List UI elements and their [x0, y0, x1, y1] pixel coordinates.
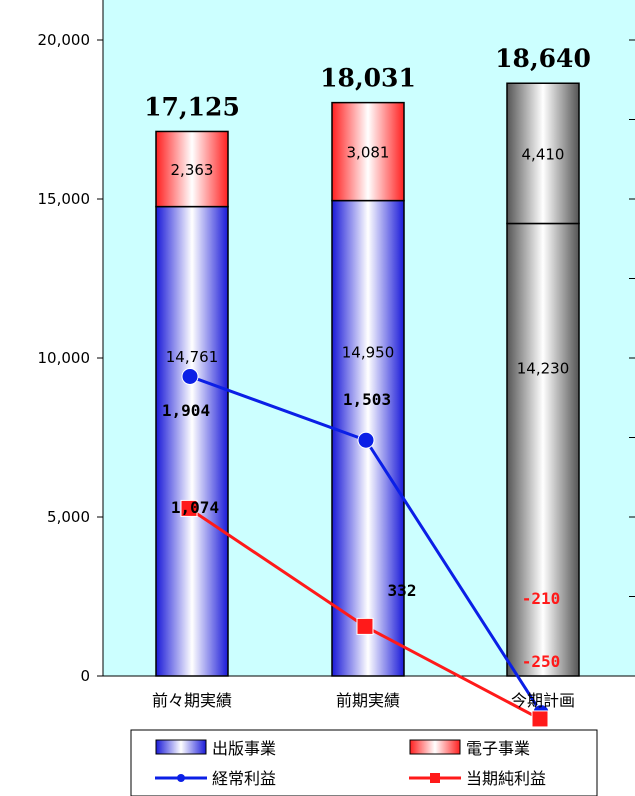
- category-labels: 前々期実績 前期実績 今期計画: [152, 691, 575, 710]
- y-axis-ticks: 0 5,000 10,000 15,000 20,000: [38, 31, 635, 685]
- point-ordinary-profit: [357, 431, 375, 449]
- y-tick-label: 5,000: [47, 508, 90, 526]
- label-ordinary-profit: 1,503: [343, 390, 391, 409]
- category-label: 前期実績: [336, 691, 400, 710]
- label-ordinary-profit: -210: [522, 589, 561, 608]
- legend-label-ordinary-profit: 経常利益: [212, 769, 276, 788]
- bar-electronic: [155, 130, 229, 208]
- y-tick-label: 15,000: [38, 190, 91, 208]
- total-label: 18,640: [495, 44, 591, 73]
- legend-marker-net-income: [430, 773, 440, 783]
- legend-label-electronic: 電子事業: [466, 739, 530, 758]
- bar-label-electronic: 3,081: [347, 144, 390, 162]
- total-label: 18,031: [320, 64, 416, 93]
- label-net-income: 332: [388, 581, 417, 600]
- point-net-income: [180, 499, 198, 517]
- bar-electronic: [331, 101, 405, 202]
- legend-box: [130, 729, 598, 796]
- y-tick-label: 20,000: [38, 31, 91, 49]
- label-ordinary-profit: 1,904: [162, 401, 210, 420]
- bar-electronic: [506, 82, 580, 225]
- label-net-income: 1,074: [171, 498, 219, 517]
- point-ordinary-profit: [181, 367, 199, 385]
- legend-label-net-income: 当期純利益: [466, 769, 546, 788]
- legend-label-publishing: 出版事業: [212, 739, 276, 758]
- bar-label-electronic: 2,363: [171, 161, 214, 179]
- point-net-income: [356, 617, 374, 635]
- label-net-income: -250: [522, 652, 561, 671]
- total-labels: 17,125 18,031 18,640: [144, 44, 591, 121]
- y-tick-label: 10,000: [38, 349, 91, 367]
- y-tick-label: 0: [80, 667, 90, 685]
- bar-label-electronic: 4,410: [522, 145, 565, 163]
- bar-label-publishing: 14,761: [166, 348, 219, 366]
- bar-label-publishing: 14,230: [517, 359, 570, 377]
- legend-marker-ordinary-profit: [177, 774, 185, 782]
- category-label: 今期計画: [511, 691, 575, 710]
- profit-lines: 1,904 1,503 -210 1,074 332 -250: [162, 367, 561, 728]
- bar-label-publishing: 14,950: [342, 344, 395, 362]
- bar-publishing: [506, 222, 580, 677]
- legend: 出版事業 電子事業 経常利益 当期純利益: [130, 729, 598, 796]
- point-net-income: [531, 710, 549, 728]
- total-label: 17,125: [144, 92, 240, 121]
- legend-swatch-publishing: [155, 739, 207, 755]
- category-label: 前々期実績: [152, 691, 232, 710]
- bar-publishing: [155, 205, 229, 677]
- legend-swatch-electronic: [409, 739, 461, 755]
- bars: 14,761 2,363 14,950 3,081 14,230 4,410: [155, 82, 580, 677]
